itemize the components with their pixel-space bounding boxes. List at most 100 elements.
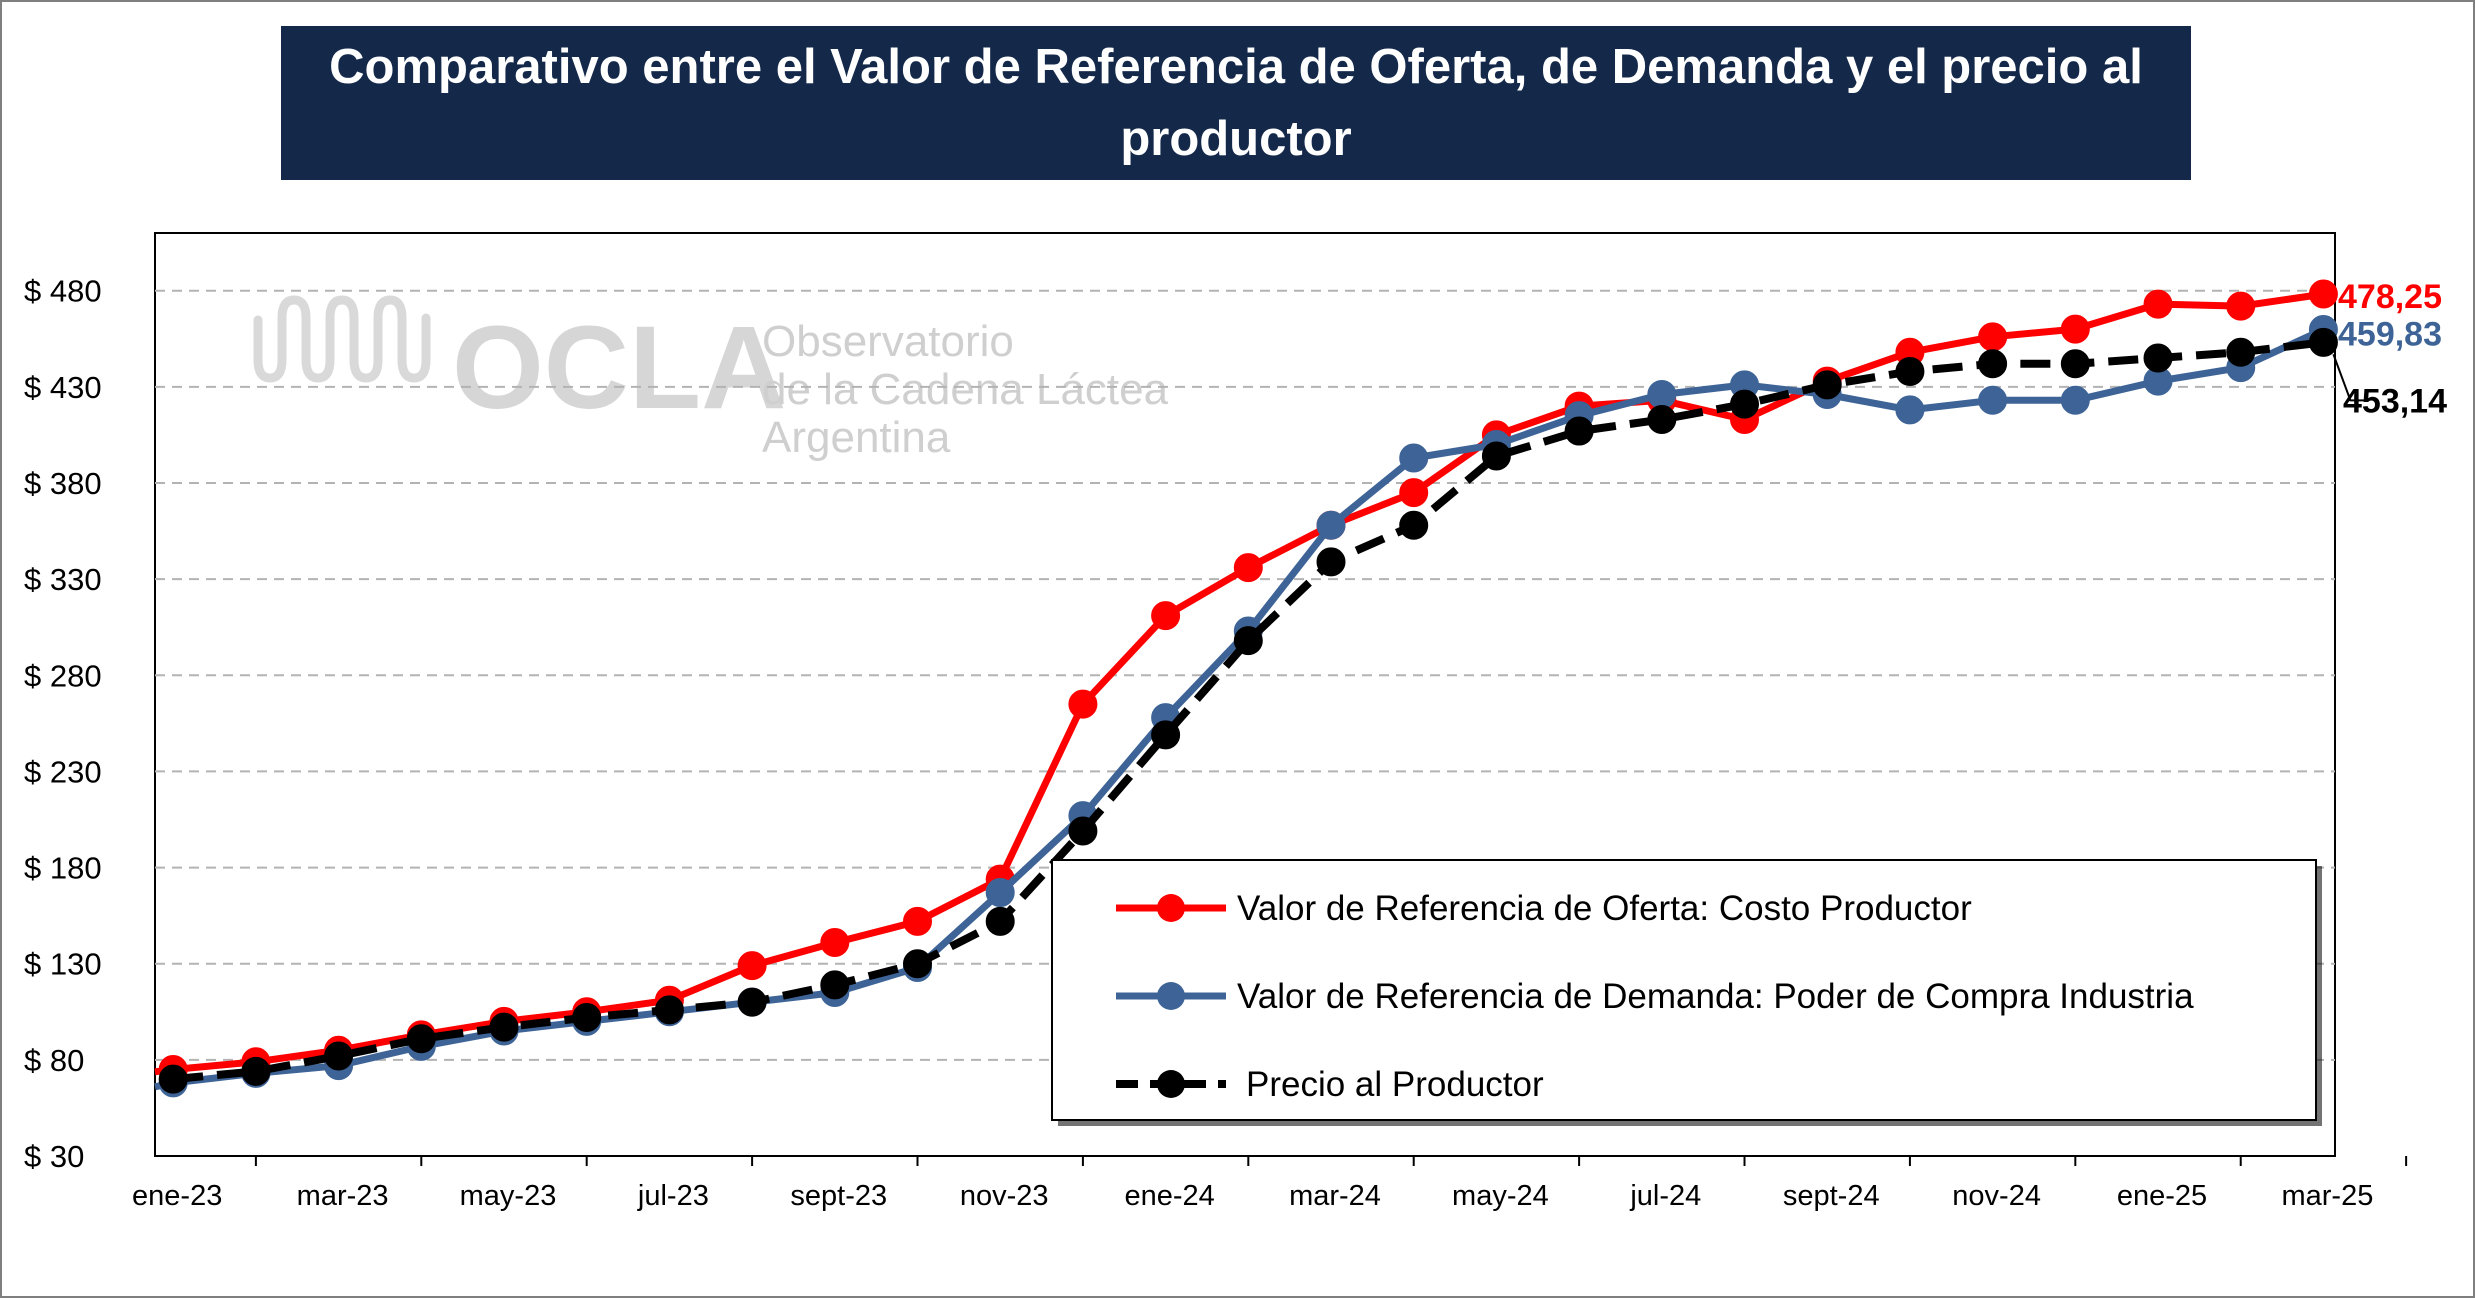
watermark-line-3: Argentina bbox=[762, 413, 951, 462]
watermark-line-1: Observatorio bbox=[762, 317, 1014, 366]
data-point bbox=[406, 1024, 436, 1054]
data-point bbox=[2226, 337, 2256, 367]
y-tick-label: $ 230 bbox=[24, 754, 102, 789]
data-point bbox=[2060, 349, 2090, 379]
x-tick-label: mar-23 bbox=[297, 1180, 389, 1212]
x-tick-label: sept-24 bbox=[1783, 1180, 1880, 1212]
end-label-oferta: 478,25 bbox=[2338, 278, 2442, 316]
data-point bbox=[241, 1056, 271, 1086]
data-point bbox=[1233, 626, 1263, 656]
data-point bbox=[654, 995, 684, 1025]
series-line bbox=[154, 290, 2324, 1076]
x-tick-label: jul-23 bbox=[637, 1180, 709, 1212]
y-tick-label: $ 30 bbox=[24, 1139, 84, 1174]
data-point bbox=[820, 928, 850, 958]
data-point bbox=[1399, 510, 1429, 540]
data-point bbox=[985, 906, 1015, 936]
x-tick-label: may-24 bbox=[1452, 1180, 1549, 1212]
x-tick-label: nov-24 bbox=[1952, 1180, 2041, 1212]
data-point bbox=[2226, 291, 2256, 321]
y-tick-label: $ 130 bbox=[24, 947, 102, 982]
data-point bbox=[1978, 349, 2008, 379]
x-axis-tick-labels: ene-23 mar-23 may-23 jul-23 sept-23 nov-23 ene… bbox=[132, 1155, 2408, 1212]
data-point bbox=[1399, 443, 1429, 473]
y-tick-label: $ 330 bbox=[24, 562, 102, 597]
x-tick-label: may-23 bbox=[460, 1180, 557, 1212]
data-point bbox=[324, 1041, 354, 1071]
data-point bbox=[1895, 395, 1925, 425]
data-point bbox=[1316, 547, 1346, 577]
data-point bbox=[2143, 289, 2173, 319]
y-tick-label: $ 380 bbox=[24, 466, 102, 501]
data-point bbox=[1151, 601, 1181, 631]
ocla-watermark: OCLA Observatorio de la Cadena Láctea Ar… bbox=[253, 295, 1169, 462]
legend-item: Valor de Referencia de Oferta: Costo Pro… bbox=[1116, 889, 1972, 928]
data-point bbox=[1151, 720, 1181, 750]
data-point bbox=[158, 1064, 188, 1094]
legend-swatch-marker bbox=[1157, 1070, 1185, 1098]
watermark-logo-text: OCLA bbox=[452, 302, 786, 434]
series-group bbox=[154, 279, 2338, 1098]
x-tick-label: ene-24 bbox=[1124, 1180, 1214, 1212]
data-point bbox=[2060, 314, 2090, 344]
data-point bbox=[2308, 279, 2338, 309]
series-3 bbox=[158, 327, 2338, 1094]
x-tick-label: mar-24 bbox=[1289, 1180, 1381, 1212]
legend-label: Precio al Productor bbox=[1246, 1065, 1544, 1104]
legend: Valor de Referencia de Oferta: Costo Pro… bbox=[1051, 859, 2322, 1126]
x-tick-label: nov-23 bbox=[960, 1180, 1049, 1212]
data-point bbox=[1068, 689, 1098, 719]
data-point bbox=[1233, 553, 1263, 583]
data-point bbox=[2060, 385, 2090, 415]
data-point bbox=[1647, 380, 1677, 410]
chart-title: Comparativo entre el Valor de Referencia… bbox=[329, 40, 2143, 166]
data-point bbox=[1316, 510, 1346, 540]
data-point bbox=[1895, 356, 1925, 386]
data-point bbox=[737, 987, 767, 1017]
data-point bbox=[985, 878, 1015, 908]
data-point bbox=[737, 951, 767, 981]
legend-item: Precio al Productor bbox=[1116, 1065, 1544, 1104]
data-point bbox=[820, 970, 850, 1000]
data-point bbox=[1730, 389, 1760, 419]
data-point bbox=[1978, 385, 2008, 415]
y-tick-label: $ 280 bbox=[24, 658, 102, 693]
end-label-precio: 453,14 bbox=[2343, 382, 2447, 420]
series-line bbox=[172, 338, 2324, 1084]
ocla-logo-icon bbox=[253, 295, 431, 383]
data-point bbox=[2308, 327, 2338, 357]
x-tick-label: jul-24 bbox=[1629, 1180, 1701, 1212]
x-tick-label: ene-25 bbox=[2117, 1180, 2207, 1212]
x-tick-label: mar-25 bbox=[2281, 1180, 2373, 1212]
data-point bbox=[1481, 441, 1511, 471]
legend-box bbox=[1051, 859, 2317, 1121]
legend-swatch-marker bbox=[1157, 982, 1185, 1010]
end-label-leader-line bbox=[2332, 353, 2369, 402]
data-point bbox=[1399, 478, 1429, 508]
y-tick-label: $ 80 bbox=[24, 1043, 84, 1078]
y-tick-label: $ 180 bbox=[24, 851, 102, 886]
x-tick-label: sept-23 bbox=[790, 1180, 887, 1212]
data-point bbox=[489, 1012, 519, 1042]
legend-item: Valor de Referencia de Demanda: Poder de… bbox=[1116, 977, 2194, 1016]
watermark-line-2: de la Cadena Láctea bbox=[762, 365, 1169, 414]
series-line bbox=[154, 326, 2325, 1091]
chart-title-banner: Comparativo entre el Valor de Referencia… bbox=[281, 26, 2191, 180]
data-point bbox=[903, 906, 933, 936]
y-tick-label: $ 480 bbox=[24, 274, 102, 309]
data-point bbox=[2143, 343, 2173, 373]
legend-label: Valor de Referencia de Oferta: Costo Pro… bbox=[1237, 889, 1972, 928]
x-tick-label: ene-23 bbox=[132, 1180, 222, 1212]
y-tick-label: $ 430 bbox=[24, 370, 102, 405]
data-point bbox=[1564, 416, 1594, 446]
data-point bbox=[1068, 816, 1098, 846]
y-axis-tick-labels: $ 30 $ 80 $ 130 $ 180 $ 230 $ 280 $ 330 $ 380 $ … bbox=[24, 274, 102, 1174]
data-point bbox=[1812, 370, 1842, 400]
legend-label: Valor de Referencia de Demanda: Poder de… bbox=[1237, 977, 2194, 1016]
end-label-demanda: 459,83 bbox=[2338, 315, 2442, 353]
legend-swatch-marker bbox=[1157, 894, 1185, 922]
data-point bbox=[572, 1003, 602, 1033]
data-point bbox=[903, 949, 933, 979]
